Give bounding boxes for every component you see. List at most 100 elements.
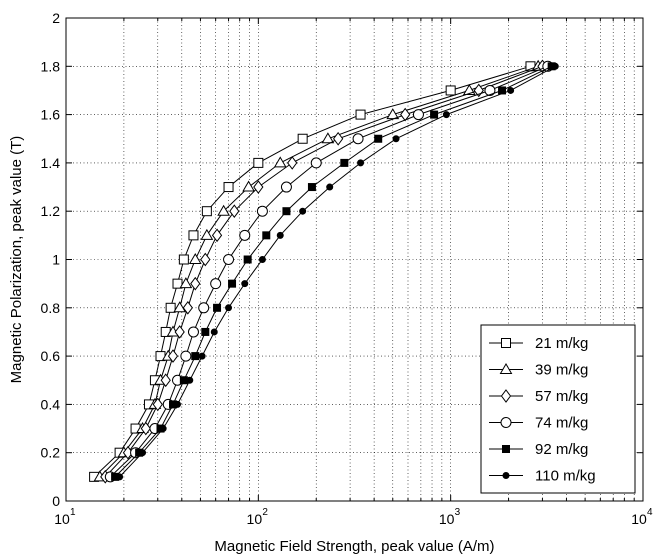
x-tick-label-base: 10 [631, 511, 647, 527]
data-point [273, 156, 287, 168]
data-point [258, 256, 266, 263]
data-point [242, 180, 255, 192]
data-point [116, 473, 124, 481]
data-point [201, 327, 210, 336]
data-point [280, 181, 292, 193]
data-point [326, 183, 334, 191]
y-tick-label: 0.8 [41, 300, 61, 316]
data-point [152, 397, 163, 412]
legend-label: 21 m/kg [535, 335, 588, 352]
legend-marker [502, 445, 510, 453]
data-point [225, 304, 233, 312]
x-tick-label-exponent: 3 [455, 507, 461, 518]
data-point [462, 83, 476, 95]
y-tick-label: 1.4 [41, 155, 61, 171]
data-point [442, 111, 450, 119]
data-point [200, 252, 211, 267]
data-point [430, 110, 439, 119]
legend-item: 57 m/kg [489, 388, 588, 405]
data-point [213, 303, 222, 312]
data-point [188, 230, 199, 241]
series-1 [89, 61, 536, 482]
data-point [139, 449, 147, 457]
legend-box [480, 324, 636, 494]
data-point [198, 302, 210, 314]
x-axis-title: Magnetic Field Strength, peak value (A/m… [214, 538, 494, 555]
legend-marker [500, 417, 512, 428]
series-6 [116, 62, 559, 481]
data-point [256, 205, 268, 217]
data-point [186, 376, 194, 384]
data-point [243, 255, 252, 264]
y-tick-label: 0 [52, 493, 60, 509]
data-point [228, 279, 237, 288]
data-point [160, 373, 171, 388]
legend-item: 110 m/kg [489, 468, 596, 485]
data-point [262, 231, 271, 240]
x-tick-label-base: 10 [439, 511, 455, 527]
y-axis-title: Magnetic Polarization, peak value (T) [8, 136, 25, 384]
legend-marker [502, 472, 510, 479]
legend-item: 74 m/kg [489, 415, 588, 432]
data-point [210, 278, 222, 290]
data-point [159, 425, 167, 433]
series-line [119, 65, 556, 478]
series-group [89, 59, 559, 484]
series-line [114, 65, 552, 478]
data-point [182, 300, 193, 315]
data-point [310, 157, 322, 169]
legend-item: 92 m/kg [489, 441, 588, 458]
data-point [210, 328, 218, 336]
x-tick-label-base: 10 [247, 511, 263, 527]
legend-label: 57 m/kg [535, 388, 588, 405]
data-point [445, 85, 456, 96]
legend-marker [499, 363, 513, 374]
data-point [229, 204, 240, 219]
legend-label: 110 m/kg [535, 468, 596, 485]
data-point [201, 206, 212, 217]
data-point [340, 158, 349, 167]
data-point [253, 180, 264, 194]
data-point [191, 352, 200, 361]
legend-label: 92 m/kg [535, 441, 588, 458]
data-point [297, 133, 308, 144]
data-point [217, 204, 230, 216]
y-tick-label: 1.2 [41, 203, 61, 219]
data-point [172, 278, 183, 289]
legend-label: 74 m/kg [535, 415, 588, 432]
data-point [276, 231, 284, 239]
x-tick-label-exponent: 1 [70, 507, 76, 518]
data-point [178, 254, 189, 265]
data-point [551, 62, 559, 70]
y-tick-label: 0.4 [41, 396, 61, 412]
data-point [352, 133, 364, 145]
data-point [282, 207, 291, 216]
data-point [239, 229, 251, 241]
data-point [174, 400, 182, 408]
data-point [200, 228, 214, 240]
data-point [253, 157, 264, 168]
data-point [392, 135, 400, 143]
y-tick-label: 1.6 [41, 107, 61, 123]
data-point [190, 276, 201, 291]
data-point [165, 302, 176, 313]
data-point [484, 84, 496, 96]
data-point [374, 134, 383, 143]
data-point [287, 156, 298, 170]
legend-label: 39 m/kg [535, 362, 588, 379]
data-point [400, 107, 411, 122]
x-tick-label-exponent: 4 [647, 507, 653, 518]
data-point [507, 86, 515, 94]
data-point [223, 254, 235, 265]
legend-marker [501, 338, 511, 348]
legend: 21 m/kg 39 m/kg 57 m/kg 74 m/kg 92 m/kg 110 m… [480, 324, 636, 494]
y-tick-label: 1 [52, 252, 60, 268]
data-point [241, 280, 249, 288]
data-point [140, 421, 151, 436]
data-point [167, 349, 179, 363]
data-point [187, 326, 199, 338]
x-tick-label: 10 2 [247, 507, 269, 527]
data-point [357, 159, 365, 167]
data-point [188, 253, 202, 264]
